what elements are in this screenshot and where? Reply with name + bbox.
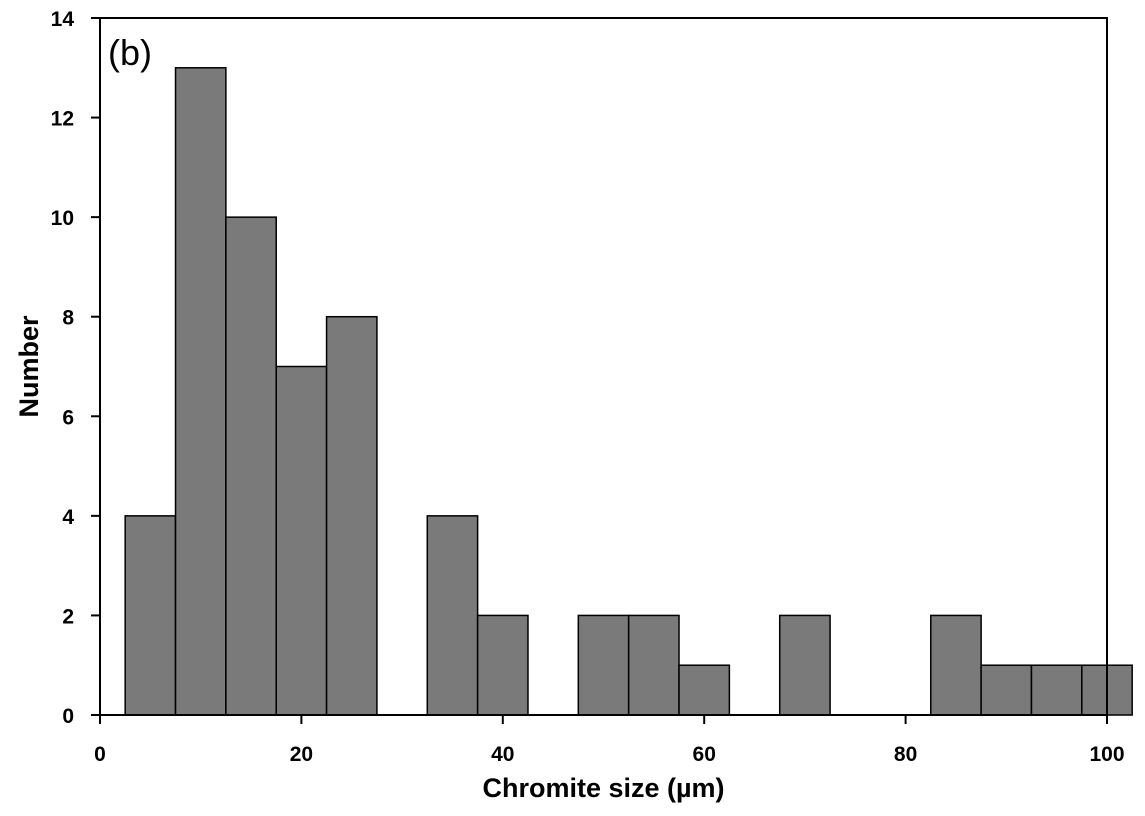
x-tick-label: 100 xyxy=(1089,743,1124,766)
histogram-bar xyxy=(225,216,277,716)
panel-label: (b) xyxy=(108,32,152,73)
histogram-bar xyxy=(124,515,177,716)
x-tick-label: 60 xyxy=(693,743,716,766)
y-tick-label: 2 xyxy=(62,605,74,628)
histogram-bar xyxy=(174,67,227,716)
x-tick-label: 20 xyxy=(290,743,313,766)
histogram-bar xyxy=(1030,664,1083,716)
y-axis-label: Number xyxy=(14,315,44,418)
y-tick-label: 12 xyxy=(51,108,74,131)
x-tick-label: 0 xyxy=(94,743,106,766)
y-tick-label: 6 xyxy=(62,406,74,429)
histogram-bar xyxy=(627,614,680,716)
y-tick-label: 10 xyxy=(51,207,74,230)
x-tick-label: 40 xyxy=(491,743,514,766)
y-axis: 0 2 4 6 8 10 12 14 xyxy=(51,8,100,728)
plot-frame xyxy=(99,17,1108,716)
histogram-bar xyxy=(275,365,328,716)
histogram-bar xyxy=(426,515,479,716)
y-tick-label: 14 xyxy=(51,8,75,31)
x-axis: 0 20 40 60 80 100 xyxy=(94,715,1125,766)
histogram-bar xyxy=(980,664,1033,716)
histogram-bar xyxy=(678,664,731,716)
y-tick-label: 8 xyxy=(62,307,74,330)
x-axis-label: Chromite size (µm) xyxy=(482,773,724,803)
bars-group xyxy=(124,67,1133,716)
histogram-bar xyxy=(577,614,630,716)
histogram-bar xyxy=(930,614,982,716)
y-tick-label: 4 xyxy=(62,506,74,529)
histogram-bar xyxy=(325,315,378,716)
histogram-bar xyxy=(476,614,529,716)
y-tick-label: 0 xyxy=(62,705,74,728)
x-tick-label: 80 xyxy=(894,743,917,766)
histogram-bar xyxy=(778,614,831,716)
